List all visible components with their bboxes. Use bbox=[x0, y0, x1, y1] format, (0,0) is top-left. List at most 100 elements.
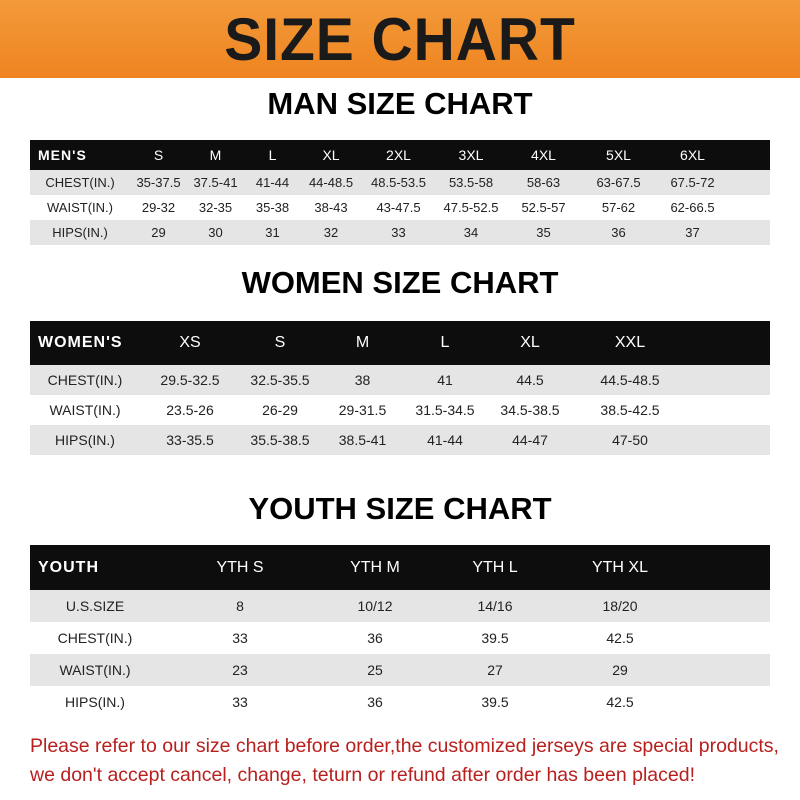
size-header: M bbox=[187, 140, 244, 170]
cell-value: 27 bbox=[430, 654, 560, 686]
size-header: 6XL bbox=[656, 140, 729, 170]
cell-value: 18/20 bbox=[560, 590, 680, 622]
size-header: 4XL bbox=[506, 140, 581, 170]
cell-value: 42.5 bbox=[560, 686, 680, 718]
cell-value: 36 bbox=[320, 686, 430, 718]
filler bbox=[685, 395, 770, 425]
cell-value: 63-67.5 bbox=[581, 170, 656, 195]
cell-value: 30 bbox=[187, 220, 244, 245]
cell-value: 32.5-35.5 bbox=[240, 365, 320, 395]
cell-value: 23 bbox=[160, 654, 320, 686]
size-header: M bbox=[320, 321, 405, 365]
row-label: CHEST(IN.) bbox=[30, 365, 140, 395]
cell-value: 39.5 bbox=[430, 686, 560, 718]
table-row: WAIST(IN.) 23 25 27 29 bbox=[30, 654, 770, 686]
table-row: WAIST(IN.) 29-32 32-35 35-38 38-43 43-47.5 47.… bbox=[30, 195, 770, 220]
table-row: HIPS(IN.) 33-35.5 35.5-38.5 38.5-41 41-44 44-… bbox=[30, 425, 770, 455]
size-header: YTH S bbox=[160, 545, 320, 590]
size-header: L bbox=[405, 321, 485, 365]
cell-value: 38 bbox=[320, 365, 405, 395]
filler bbox=[729, 140, 770, 170]
table-row: HIPS(IN.) 33 36 39.5 42.5 bbox=[30, 686, 770, 718]
women-size-table: WOMEN'S XS S M L XL XXL CHEST(IN.) 29.5-32.5 32.5… bbox=[30, 321, 770, 455]
cell-value: 47-50 bbox=[575, 425, 685, 455]
filler bbox=[680, 590, 770, 622]
size-header: S bbox=[240, 321, 320, 365]
cell-value: 33 bbox=[160, 622, 320, 654]
cell-value: 32-35 bbox=[187, 195, 244, 220]
men-size-table: MEN'S S M L XL 2XL 3XL 4XL 5XL 6XL CHEST(IN.) 35-37… bbox=[30, 140, 770, 245]
cell-value: 8 bbox=[160, 590, 320, 622]
row-label: CHEST(IN.) bbox=[30, 170, 130, 195]
filler bbox=[729, 195, 770, 220]
cell-value: 53.5-58 bbox=[436, 170, 506, 195]
cell-value: 41 bbox=[405, 365, 485, 395]
cell-value: 35-38 bbox=[244, 195, 301, 220]
size-header: 3XL bbox=[436, 140, 506, 170]
cell-value: 29-31.5 bbox=[320, 395, 405, 425]
row-label: HIPS(IN.) bbox=[30, 686, 160, 718]
size-header: YTH M bbox=[320, 545, 430, 590]
row-label: WAIST(IN.) bbox=[30, 195, 130, 220]
cell-value: 38.5-42.5 bbox=[575, 395, 685, 425]
filler bbox=[680, 622, 770, 654]
cell-value: 35.5-38.5 bbox=[240, 425, 320, 455]
youth-section-title: YOUTH SIZE CHART bbox=[248, 491, 552, 526]
filler bbox=[729, 170, 770, 195]
size-header: S bbox=[130, 140, 187, 170]
row-label: HIPS(IN.) bbox=[30, 425, 140, 455]
cell-value: 26-29 bbox=[240, 395, 320, 425]
cell-value: 52.5-57 bbox=[506, 195, 581, 220]
cell-value: 37 bbox=[656, 220, 729, 245]
main-title: SIZE CHART bbox=[224, 5, 576, 73]
row-label: U.S.SIZE bbox=[30, 590, 160, 622]
cell-value: 37.5-41 bbox=[187, 170, 244, 195]
cell-value: 44-48.5 bbox=[301, 170, 361, 195]
cell-value: 67.5-72 bbox=[656, 170, 729, 195]
size-header: 2XL bbox=[361, 140, 436, 170]
cell-value: 31 bbox=[244, 220, 301, 245]
cell-value: 48.5-53.5 bbox=[361, 170, 436, 195]
size-header: YTH XL bbox=[560, 545, 680, 590]
table-row: HIPS(IN.) 29 30 31 32 33 34 35 36 37 bbox=[30, 220, 770, 245]
cell-value: 39.5 bbox=[430, 622, 560, 654]
cell-value: 41-44 bbox=[244, 170, 301, 195]
cell-value: 44-47 bbox=[485, 425, 575, 455]
size-header: XXL bbox=[575, 321, 685, 365]
cell-value: 10/12 bbox=[320, 590, 430, 622]
cell-value: 41-44 bbox=[405, 425, 485, 455]
cell-value: 58-63 bbox=[506, 170, 581, 195]
women-section-title: WOMEN SIZE CHART bbox=[241, 265, 559, 300]
table-row: WAIST(IN.) 23.5-26 26-29 29-31.5 31.5-34.5 34… bbox=[30, 395, 770, 425]
cell-value: 14/16 bbox=[430, 590, 560, 622]
size-header: YTH L bbox=[430, 545, 560, 590]
notice-line-1: Please refer to our size chart before or… bbox=[30, 735, 779, 757]
size-header: L bbox=[244, 140, 301, 170]
row-label: HIPS(IN.) bbox=[30, 220, 130, 245]
table-row: CHEST(IN.) 33 36 39.5 42.5 bbox=[30, 622, 770, 654]
cell-value: 29.5-32.5 bbox=[140, 365, 240, 395]
men-section-title: MAN SIZE CHART bbox=[267, 86, 533, 121]
cell-value: 38.5-41 bbox=[320, 425, 405, 455]
header-row: MEN'S S M L XL 2XL 3XL 4XL 5XL 6XL bbox=[30, 140, 770, 170]
table-header-label: YOUTH bbox=[30, 545, 160, 590]
filler bbox=[685, 321, 770, 365]
table-row: CHEST(IN.) 35-37.5 37.5-41 41-44 44-48.5 48.5… bbox=[30, 170, 770, 195]
size-header: XL bbox=[301, 140, 361, 170]
cell-value: 57-62 bbox=[581, 195, 656, 220]
table-row: CHEST(IN.) 29.5-32.5 32.5-35.5 38 41 44.5 44.5… bbox=[30, 365, 770, 395]
cell-value: 36 bbox=[581, 220, 656, 245]
cell-value: 47.5-52.5 bbox=[436, 195, 506, 220]
cell-value: 29-32 bbox=[130, 195, 187, 220]
row-label: WAIST(IN.) bbox=[30, 395, 140, 425]
row-label: WAIST(IN.) bbox=[30, 654, 160, 686]
cell-value: 62-66.5 bbox=[656, 195, 729, 220]
header-row: WOMEN'S XS S M L XL XXL bbox=[30, 321, 770, 365]
cell-value: 44.5-48.5 bbox=[575, 365, 685, 395]
filler bbox=[685, 365, 770, 395]
title-banner: SIZE CHART bbox=[0, 0, 800, 78]
filler bbox=[680, 654, 770, 686]
size-header: XS bbox=[140, 321, 240, 365]
table-row: U.S.SIZE 8 10/12 14/16 18/20 bbox=[30, 590, 770, 622]
cell-value: 44.5 bbox=[485, 365, 575, 395]
